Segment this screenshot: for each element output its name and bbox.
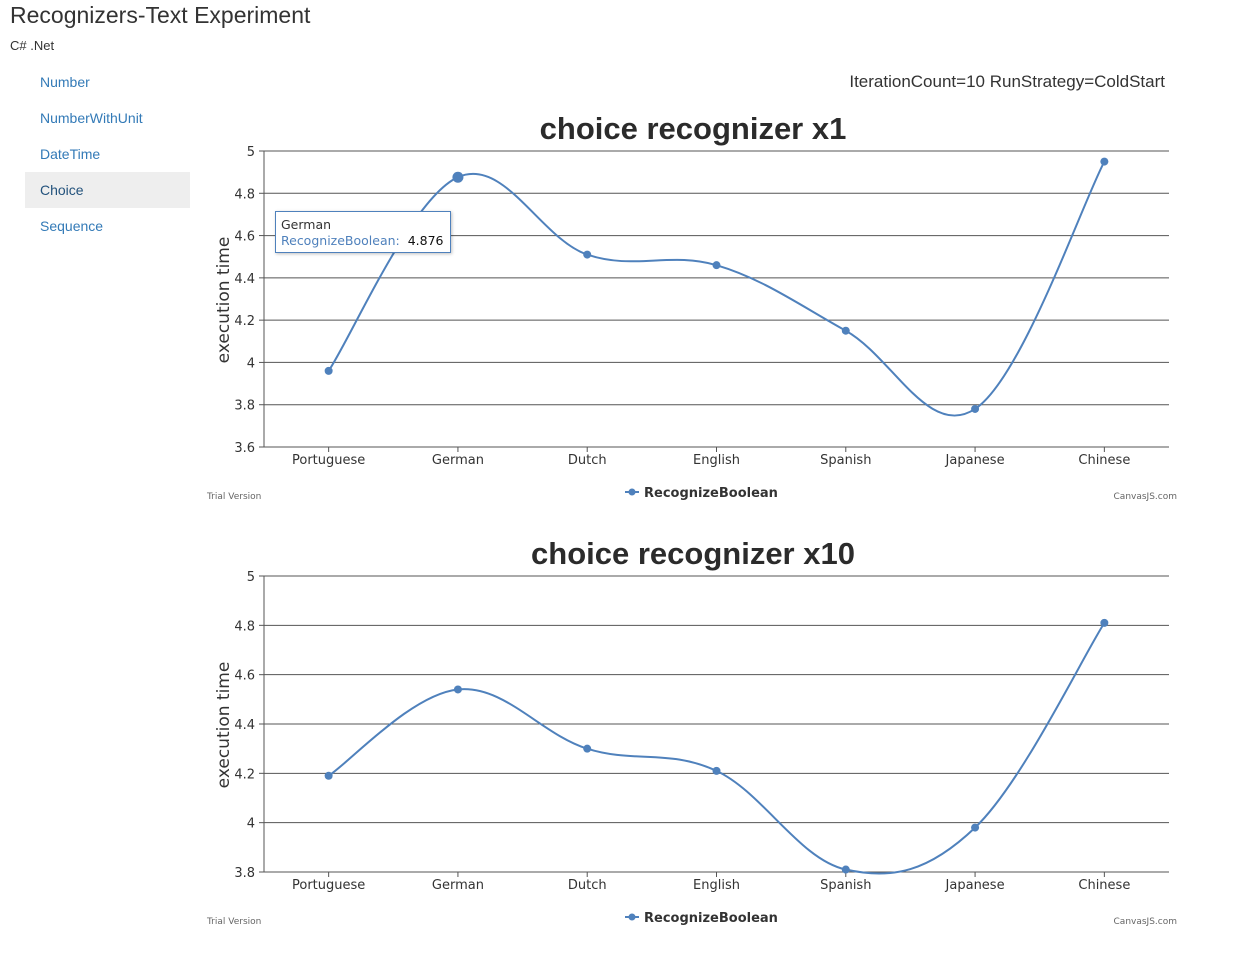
chart-title: choice recognizer x10 xyxy=(531,536,855,571)
tooltip: German RecognizeBoolean: 4.876 xyxy=(275,211,451,253)
chart-x1[interactable]: choice recognizer x1 execution time 3.6 3… xyxy=(200,105,1185,530)
credit-canvasjs[interactable]: CanvasJS.com xyxy=(1114,917,1177,927)
data-point[interactable] xyxy=(1100,618,1109,627)
x-tick-label: English xyxy=(693,453,740,468)
legend-label: RecognizeBoolean xyxy=(644,911,778,926)
x-tick-label: German xyxy=(432,453,484,468)
x-tick-label: Portuguese xyxy=(292,878,365,893)
legend-label: RecognizeBoolean xyxy=(644,486,778,501)
sidebar: Number NumberWithUnit DateTime Choice Se… xyxy=(25,64,190,244)
sidebar-item-number-with-unit[interactable]: NumberWithUnit xyxy=(40,110,143,126)
y-tick-label: 5 xyxy=(247,145,255,160)
y-axis-title: execution time xyxy=(214,237,234,364)
y-tick-label: 3.8 xyxy=(234,866,255,881)
y-tick-label: 4.4 xyxy=(234,272,255,287)
legend-dot-marker xyxy=(628,488,636,496)
tooltip-series: RecognizeBoolean: xyxy=(281,233,400,248)
sidebar-item-number[interactable]: Number xyxy=(40,74,90,90)
series-line xyxy=(327,161,1106,417)
x-tick-label: Dutch xyxy=(568,878,607,893)
y-tick-label: 4.6 xyxy=(234,230,255,245)
chart-x1-svg: choice recognizer x1 execution time 3.6 3… xyxy=(206,111,1177,502)
sidebar-item-choice[interactable]: Choice xyxy=(25,172,190,208)
legend[interactable]: RecognizeBoolean xyxy=(625,486,778,501)
data-point[interactable] xyxy=(453,685,462,694)
y-tick-label: 3.6 xyxy=(234,441,255,456)
data-point[interactable] xyxy=(452,171,464,183)
data-point[interactable] xyxy=(712,766,721,775)
y-tick-label: 4.6 xyxy=(234,669,255,684)
x-tick-label: Spanish xyxy=(820,453,871,468)
legend-dot-marker xyxy=(628,913,636,921)
app-title: Recognizers-Text Experiment xyxy=(10,2,311,28)
x-tick-label: Japanese xyxy=(945,878,1005,893)
data-point[interactable] xyxy=(971,823,980,832)
data-point[interactable] xyxy=(324,366,333,375)
chart-x10-svg: choice recognizer x10 execution time 3.8… xyxy=(206,536,1177,927)
data-point[interactable] xyxy=(971,404,980,413)
chart-title: choice recognizer x1 xyxy=(540,111,847,146)
y-tick-label: 5 xyxy=(247,570,255,585)
x-tick-label: English xyxy=(693,878,740,893)
y-tick-label: 4.8 xyxy=(234,619,255,634)
data-point[interactable] xyxy=(583,744,592,753)
data-point[interactable] xyxy=(583,250,592,259)
x-tick-label: Japanese xyxy=(945,453,1005,468)
y-axis-title: execution time xyxy=(214,662,234,789)
y-tick-label: 4 xyxy=(247,817,255,832)
sidebar-item-sequence[interactable]: Sequence xyxy=(40,218,104,234)
y-tick-label: 4.8 xyxy=(234,187,255,202)
data-point[interactable] xyxy=(1100,157,1109,166)
y-tick-label: 4.2 xyxy=(234,767,255,782)
x-tick-label: Chinese xyxy=(1078,453,1130,468)
legend[interactable]: RecognizeBoolean xyxy=(625,911,778,926)
y-tick-label: 4 xyxy=(247,356,255,371)
app-subtitle: C# .Net xyxy=(10,38,55,53)
data-point[interactable] xyxy=(712,261,721,270)
x-tick-label: Spanish xyxy=(820,878,871,893)
run-info: IterationCount=10 RunStrategy=ColdStart xyxy=(849,72,1165,91)
tooltip-value: 4.876 xyxy=(407,233,444,248)
chart-x10[interactable]: choice recognizer x10 execution time 3.8… xyxy=(200,530,1185,955)
x-tick-label: Chinese xyxy=(1078,878,1130,893)
data-point[interactable] xyxy=(841,865,850,874)
y-tick-label: 4.2 xyxy=(234,314,255,329)
credit-trial: Trial Version xyxy=(206,917,261,927)
x-tick-label: Dutch xyxy=(568,453,607,468)
x-tick-label: Portuguese xyxy=(292,453,365,468)
credit-trial: Trial Version xyxy=(206,492,261,502)
sidebar-item-datetime[interactable]: DateTime xyxy=(40,146,101,162)
data-point[interactable] xyxy=(841,326,850,335)
series-line xyxy=(328,622,1106,875)
x-tick-label: German xyxy=(432,878,484,893)
data-point[interactable] xyxy=(324,771,333,780)
y-tick-label: 3.8 xyxy=(234,399,255,414)
y-tick-label: 4.4 xyxy=(234,718,255,733)
tooltip-category: German xyxy=(281,217,332,232)
credit-canvasjs[interactable]: CanvasJS.com xyxy=(1114,492,1177,502)
